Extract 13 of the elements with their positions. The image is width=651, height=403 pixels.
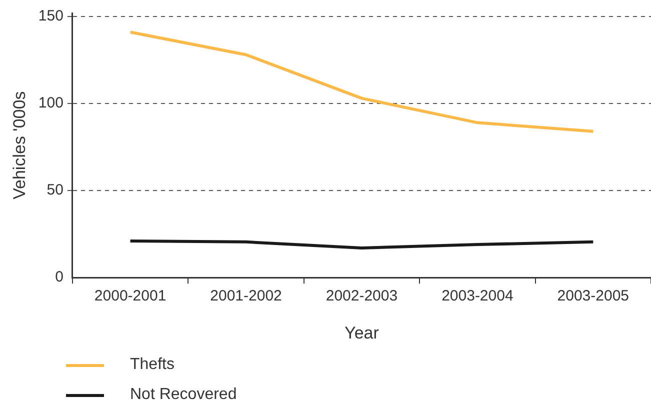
legend-label: Thefts (130, 356, 174, 374)
x-tick-label: 2001-2002 (210, 288, 282, 305)
y-tick-label: 50 (46, 182, 64, 199)
x-tick-label: 2003-2004 (442, 288, 514, 305)
x-tick-label: 2000-2001 (94, 288, 166, 305)
y-tick-label: 150 (38, 8, 64, 25)
y-tick-label: 100 (38, 94, 64, 112)
y-axis-title: Vehicles '000s (10, 91, 29, 200)
x-tick-label: 2002-2003 (326, 288, 398, 305)
y-tick-label: 0 (55, 268, 64, 286)
x-tick-label: 2003-2005 (557, 288, 630, 305)
x-axis-title: Year (344, 323, 380, 342)
legend-label: Not Recovered (130, 386, 237, 403)
